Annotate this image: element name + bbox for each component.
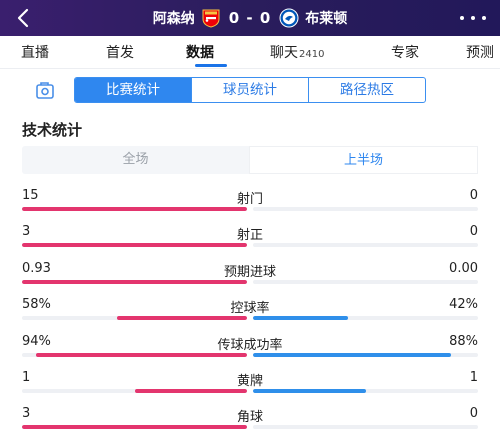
- stat-name: 射正: [236, 228, 263, 243]
- home-value: 0.93: [22, 261, 51, 276]
- home-bar-track: [22, 353, 247, 357]
- segment-heatmap[interactable]: 路径热区: [308, 78, 425, 102]
- home-bar-track: [22, 389, 247, 393]
- segment-match-stats[interactable]: 比赛统计: [75, 78, 191, 102]
- away-value: 1: [469, 370, 478, 385]
- stat-row: 3 角球 0: [22, 406, 478, 432]
- away-bar-track: [253, 280, 478, 284]
- away-bar-track: [253, 353, 478, 357]
- back-arrow-icon[interactable]: [14, 8, 34, 28]
- home-team-name[interactable]: 阿森纳: [152, 11, 195, 27]
- tab-chat[interactable]: 聊天2410: [270, 45, 325, 61]
- home-bar: [35, 353, 247, 357]
- share-screenshot-icon[interactable]: [34, 80, 58, 102]
- away-bar-track: [253, 207, 478, 211]
- home-value: 1: [22, 370, 31, 385]
- home-bar-track: [22, 280, 247, 284]
- stat-name: 角球: [236, 410, 263, 425]
- away-bar: [253, 389, 366, 393]
- home-value: 3: [22, 224, 31, 239]
- away-value: 0: [469, 188, 478, 203]
- match-header: 阿森纳 0 - 0 布莱顿: [0, 0, 500, 36]
- stat-row: 3 射正 0: [22, 224, 478, 250]
- stat-row: 94% 传球成功率 88%: [22, 334, 478, 360]
- away-value: 0.00: [449, 261, 478, 276]
- brighton-crest-icon[interactable]: [279, 8, 299, 28]
- away-bar-track: [253, 389, 478, 393]
- stat-name: 预期进球: [223, 265, 276, 280]
- home-value: 15: [22, 188, 39, 203]
- match-score: 0 - 0: [228, 9, 272, 27]
- match-summary: 阿森纳 0 - 0 布莱顿: [0, 0, 500, 36]
- away-team-name[interactable]: 布莱顿: [305, 11, 348, 27]
- tab-lineup[interactable]: 首发: [106, 45, 134, 61]
- away-bar-track: [253, 243, 478, 247]
- tab-experts[interactable]: 专家: [391, 45, 419, 61]
- away-bar-track: [253, 425, 478, 429]
- stat-name: 射门: [236, 192, 263, 207]
- away-value: 88%: [449, 334, 478, 349]
- stat-row: 1 黄牌 1: [22, 370, 478, 396]
- stats-type-switch: 比赛统计 球员统计 路径热区: [74, 77, 426, 103]
- away-bar: [253, 316, 348, 320]
- home-bar: [134, 389, 247, 393]
- away-value: 42%: [449, 297, 478, 312]
- home-bar-track: [22, 207, 247, 211]
- home-bar-track: [22, 316, 247, 320]
- stat-row: 58% 控球率 42%: [22, 297, 478, 323]
- home-bar: [116, 316, 247, 320]
- period-full-match[interactable]: 全场: [122, 152, 149, 167]
- home-value: 3: [22, 406, 31, 421]
- away-value: 0: [469, 406, 478, 421]
- period-switch: 全场 上半场: [22, 146, 478, 174]
- match-tabs: 直播 首发 数据 聊天2410 专家 预测: [0, 36, 500, 68]
- away-bar-track: [253, 316, 478, 320]
- away-bar: [253, 353, 451, 357]
- active-tab-indicator: [195, 64, 227, 67]
- home-bar: [22, 280, 247, 284]
- tabs-divider: [0, 68, 500, 69]
- stat-row: 0.93 预期进球 0.00: [22, 261, 478, 287]
- home-bar: [22, 425, 247, 429]
- tab-data[interactable]: 数据: [186, 45, 214, 61]
- arsenal-crest-icon[interactable]: [201, 8, 221, 28]
- stat-name: 控球率: [230, 301, 270, 316]
- home-bar: [22, 243, 247, 247]
- more-options-icon[interactable]: [460, 9, 486, 27]
- period-first-half[interactable]: 上半场: [249, 146, 478, 174]
- stat-row: 15 射门 0: [22, 188, 478, 214]
- chat-count: 2410: [299, 49, 325, 60]
- home-bar-track: [22, 243, 247, 247]
- segment-player-stats[interactable]: 球员统计: [191, 78, 308, 102]
- home-value: 94%: [22, 334, 51, 349]
- home-bar: [22, 207, 247, 211]
- away-value: 0: [469, 224, 478, 239]
- stat-name: 黄牌: [236, 374, 263, 389]
- tab-live[interactable]: 直播: [21, 45, 49, 61]
- home-bar-track: [22, 425, 247, 429]
- section-title: 技术统计: [22, 121, 83, 139]
- home-value: 58%: [22, 297, 51, 312]
- stat-name: 传球成功率: [217, 338, 283, 353]
- tab-prediction[interactable]: 预测: [466, 45, 494, 61]
